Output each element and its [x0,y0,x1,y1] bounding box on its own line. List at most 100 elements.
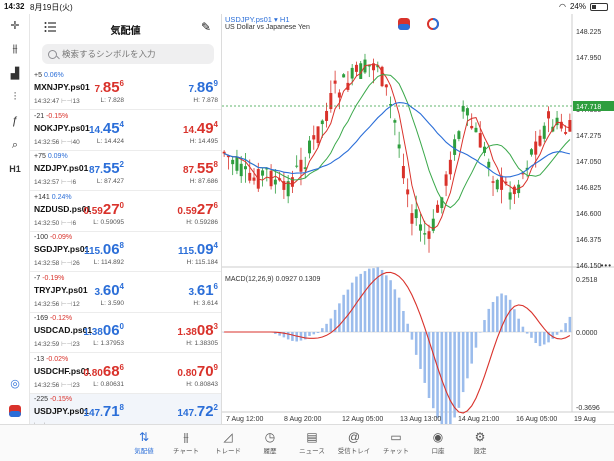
objects-icon[interactable]: ⌕ [11,138,19,151]
macd-label: MACD(12,26,9) 0.0927 0.1309 [225,276,321,283]
quote-row[interactable]: -13 -0.02% USDCHF.ps01 14:32:56 ⊢⊣23 0.8068… [30,354,221,394]
tab-trade[interactable]: ◿ トレード [208,429,248,459]
indicators-icon[interactable]: ⫶ [13,90,17,103]
quote-row[interactable]: -225 -0.15% USDJPY.ps01 ⊢⊣ 147.718 147.722 [30,394,221,424]
quote-symbol: USDCHF.ps01 [34,365,91,376]
wifi-icon: ◠ [559,2,566,11]
timeframe-icon[interactable]: H1 [9,164,21,174]
tab-news[interactable]: ▤ ニュース [292,429,332,459]
tab-label: 気配値 [134,448,154,455]
quote-low: L: 0.80631 [93,380,124,388]
one-click-trade-icon[interactable] [398,18,410,30]
edit-icon[interactable]: ✎ [200,20,211,34]
macd-bar [346,289,350,332]
quote-row[interactable]: -21 -0.15% NOKJPY.ps01 14:32:56 ⊢⊣40 14.454… [30,111,221,151]
more-icon[interactable]: ••• [600,261,612,270]
quote-symbol: MXNJPY.ps01 [34,82,90,92]
time-tick-label: 12 Aug 05:00 [342,416,383,423]
one-click-trade-icon[interactable] [5,402,25,420]
bar-chart-icon[interactable]: ▟ [10,67,20,80]
candle-body [308,140,311,154]
macd-bar [312,332,316,335]
crosshair-icon[interactable]: ✛ [10,19,20,32]
candle-body [367,64,371,67]
candlestick-icon[interactable]: ⫵ [12,42,18,55]
quote-high: H: 0.59286 [186,218,218,226]
quote-row[interactable]: +75 0.09% NZDJPY.ps01 14:32:57 ⊢⊣6 87.552 87… [30,151,221,191]
candle-body [521,173,525,175]
function-icon[interactable]: ƒ [11,115,19,127]
account-icon: ◉ [432,430,444,444]
candle-body [547,111,551,119]
chart-symbol[interactable]: USDJPY.ps01 ▾ H1 [225,15,290,24]
quote-ask: 1.38083 [177,322,218,339]
search-input[interactable] [62,49,212,59]
quote-row[interactable]: -169 -0.12% USDCAD.ps01 14:32:59 ⊢⊣23 1.380… [30,313,221,353]
candle-body [337,92,341,98]
tab-account[interactable]: ◉ 口座 [418,429,458,459]
candle-body [525,167,529,170]
macd-bar [291,332,294,341]
candle-body [542,125,546,139]
trade-toggle-icon[interactable] [427,18,439,30]
candle-body [312,135,316,140]
quote-time: 14:32:56 ⊢⊣12 [34,300,80,308]
candle-body [534,141,538,155]
candle-body [423,233,427,235]
macd-bar [423,332,427,383]
tab-mail[interactable]: @ 受信トレイ [334,429,374,459]
list-icon[interactable] [44,21,56,33]
price-chart[interactable]: 148.225147.950147.500147.275147.050146.8… [222,14,614,424]
status-bar: 14:32 8月19日(火) ◠ 24% [0,0,614,14]
candle-body [286,181,290,197]
current-price-tag [573,101,614,111]
macd-bar [303,332,307,340]
macd-bar [432,332,435,409]
candle-body [427,231,431,239]
battery-icon [590,2,608,11]
macd-bar [419,332,422,369]
candle-body [316,126,320,143]
tab-chat[interactable]: ▭ チャット [376,429,416,459]
macd-bar [555,332,559,335]
tab-quotes[interactable]: ⇅ 気配値 [124,429,164,459]
quote-time: 14:32:47 ⊢⊣13 [34,98,80,105]
quote-row[interactable]: -7 -0.19% TRYJPY.ps01 14:32:56 ⊢⊣12 3.604 3.… [30,273,221,313]
quote-bid: 0.80686 [83,362,124,380]
quote-bid: 0.59270 [83,200,124,218]
macd-bar [308,332,311,336]
candle-body [495,179,499,190]
candle-body [290,177,294,187]
quote-row[interactable]: +141 0.24% NZDUSD.ps01 14:32:50 ⊢⊣6 0.59270… [30,192,221,232]
candle-body [333,80,337,84]
symbol-search[interactable] [42,44,214,64]
macd-bar [316,332,320,333]
quote-row[interactable]: -100 -0.09% SGDJPY.ps01 14:32:58 ⊢⊣26 115.0… [30,232,221,272]
tab-label: チャート [173,448,199,455]
macd-bar [278,332,281,336]
chart-area[interactable]: 148.225147.950147.500147.275147.050146.8… [222,14,614,424]
quote-row[interactable]: +5 0.06% MXNJPY.ps01 14:32:47 ⊢⊣13 7.856 7.8… [30,70,221,110]
candle-body [538,135,542,146]
macd-bar [474,332,478,348]
time-tick-label: 16 Aug 05:00 [516,416,557,423]
candle-body [299,159,303,172]
macd-bar [513,309,516,332]
macd-tick-label: 0.2518 [576,277,598,284]
candle-body [457,131,461,139]
tab-history[interactable]: ◷ 履歴 [250,429,290,459]
macd-bar [274,332,277,334]
tab-label: 口座 [431,448,445,455]
macd-bar [487,308,491,332]
macd-bar [367,268,371,332]
quote-low: L: 114.892 [93,259,124,266]
candle-body [487,161,491,168]
time-tick-label: 14 Aug 21:00 [458,416,499,423]
tab-chart[interactable]: ⫵ チャート [166,429,206,459]
quote-change: -169 -0.12% [34,315,73,322]
tab-settings[interactable]: ⚙ 設定 [460,429,500,459]
quote-bid: 87.552 [88,160,124,177]
candle-body [406,189,410,195]
candle-body [282,181,286,190]
tick-chart-icon[interactable]: ◎ [10,377,20,390]
